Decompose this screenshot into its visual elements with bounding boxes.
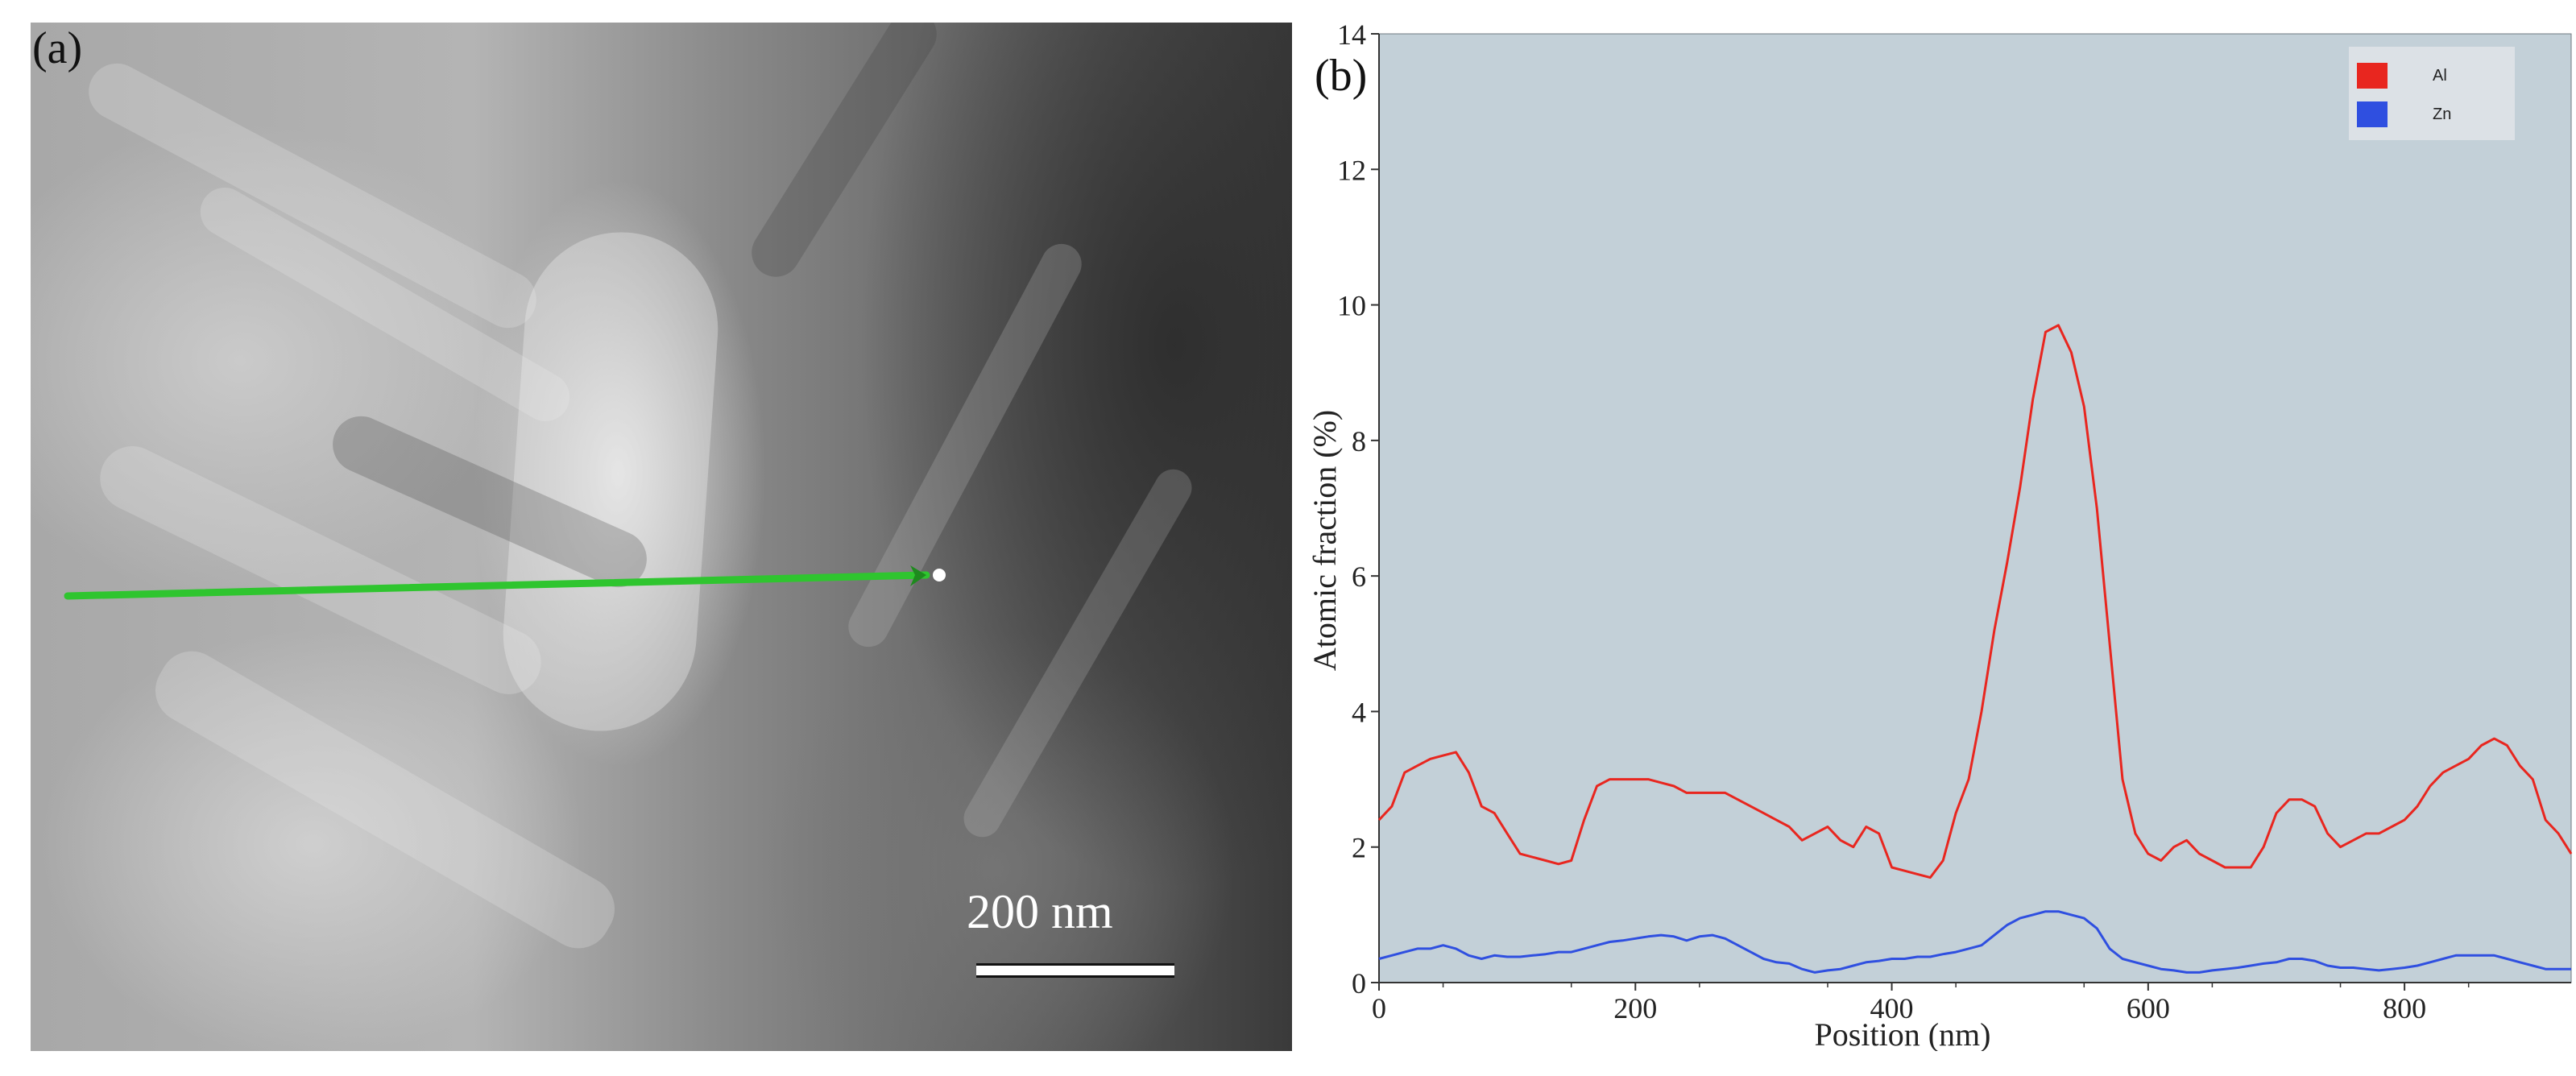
legend-label-al: Al: [2433, 66, 2447, 85]
x-tick-label: 200: [1613, 992, 1657, 1024]
y-tick-label: 0: [1352, 967, 1366, 999]
y-tick-label: 12: [1337, 154, 1366, 186]
line-scan-path: [64, 571, 930, 600]
legend-swatch-al: [2357, 63, 2388, 89]
legend: Al Zn: [2349, 47, 2515, 140]
line-scan-arrow: [64, 565, 946, 600]
plot-area: [1378, 33, 2572, 983]
series-line-al: [1377, 324, 2573, 879]
y-axis-label: Atomic fraction (%): [1308, 410, 1343, 671]
legend-item-zn: Zn: [2357, 98, 2451, 130]
x-tick-label: 0: [1372, 992, 1386, 1024]
panel-label-a: (a): [32, 23, 83, 73]
legend-label-zn: Zn: [2433, 105, 2452, 123]
y-tick-label: 6: [1352, 561, 1366, 593]
x-tick-label: 600: [2127, 992, 2170, 1024]
panel-label-b: (b): [1315, 51, 1368, 101]
y-tick-label: 10: [1337, 290, 1366, 322]
legend-swatch-zn: [2357, 101, 2388, 127]
x-tick-label: 800: [2383, 992, 2426, 1024]
x-tick-label: 400: [1870, 992, 1914, 1024]
chart-panel-b: 0 2 4 6 8 10 12 14 0 200 400 600 800 Position (nm) Ato…: [1308, 23, 2576, 1051]
y-tick-label: 2: [1352, 832, 1366, 864]
legend-item-al: Al: [2357, 60, 2447, 92]
micrograph-panel-a: [31, 23, 1292, 1051]
line-chart: 0 2 4 6 8 10 12 14 0 200 400 600 800 Position (nm) Ato…: [1308, 23, 2573, 1051]
y-tick-label: 4: [1352, 696, 1366, 728]
series-line-zn: [1378, 910, 2571, 974]
scale-bar-label: 200 nm: [967, 885, 1113, 938]
scan-end-point: [933, 569, 946, 581]
arrow-head-icon: [910, 565, 926, 586]
scale-bar: [976, 963, 1174, 978]
y-tick-label: 14: [1337, 23, 1366, 51]
x-axis-label: Position (nm): [1815, 1016, 1991, 1051]
y-tick-label: 8: [1352, 425, 1366, 457]
